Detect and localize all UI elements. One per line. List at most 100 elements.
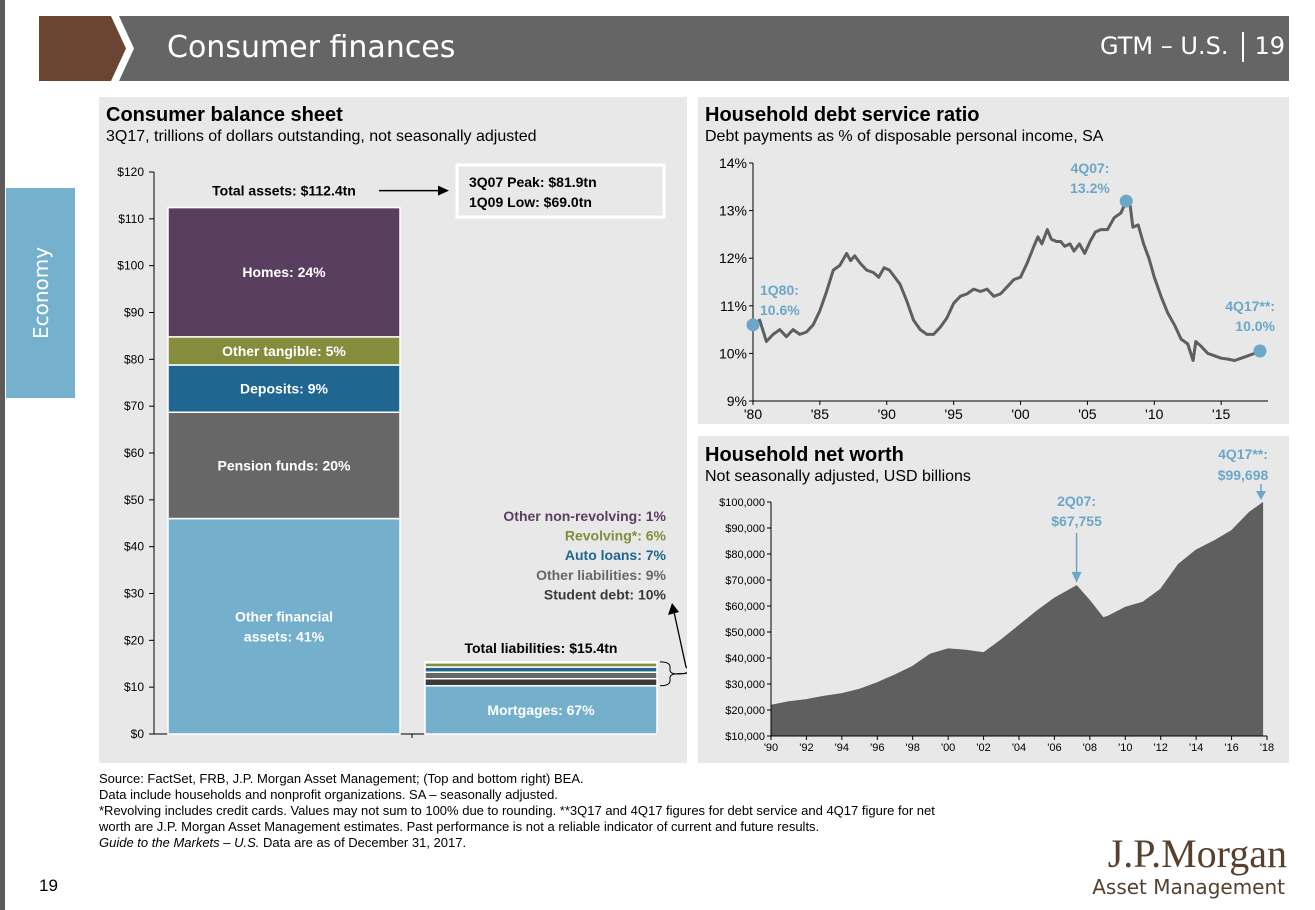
balance-sheet-chart: $0 $10 $20 $30 $40 $50 $60 $70 $80 $90 $100 $110 $12… xyxy=(117,163,687,741)
section-tab[interactable]: Economy xyxy=(6,188,75,398)
total-assets-arrowhead xyxy=(438,185,449,196)
header-page-number: 19 xyxy=(1254,32,1285,60)
y-tick-label: $0 xyxy=(131,727,145,741)
footnote-line: *Revolving includes credit cards. Values… xyxy=(99,803,935,818)
y-tick-label: 9% xyxy=(727,393,747,409)
y-tick-label: 13% xyxy=(719,203,747,219)
asset-segment-label: Homes: 24% xyxy=(242,264,326,280)
y-tick-label: $10,000 xyxy=(725,731,765,743)
annotation-peak: 2Q07: xyxy=(1057,493,1096,509)
asset-segment-label: Deposits: 9% xyxy=(240,381,328,397)
liability-bar-segment xyxy=(424,677,658,687)
header-separator xyxy=(1242,32,1245,62)
annotation-end: $99,698 xyxy=(1218,467,1269,483)
x-tick-label: '85 xyxy=(811,406,829,422)
x-tick-label: '95 xyxy=(945,406,963,422)
x-tick-label: '18 xyxy=(1260,742,1274,754)
annotation-end: 4Q17**: xyxy=(1225,298,1275,314)
annotation-end: 4Q17**: xyxy=(1218,446,1268,462)
header-right: GTM – U.S. 19 xyxy=(1100,32,1285,62)
x-tick-label: '05 xyxy=(1078,406,1096,422)
x-tick-label: '92 xyxy=(799,742,813,754)
liability-note: Other non-revolving: 1% xyxy=(503,508,666,524)
y-tick-label: $80 xyxy=(124,352,144,366)
y-tick-label: $110 xyxy=(118,212,144,226)
balance-sheet-title: Consumer balance sheet xyxy=(106,104,343,126)
liability-segment-label: Mortgages: 67% xyxy=(487,702,595,718)
net-worth-subtitle: Not seasonally adjusted, USD billions xyxy=(705,468,971,485)
data-marker xyxy=(746,318,760,332)
y-tick-label: $80,000 xyxy=(725,549,765,561)
asset-segment-label: Other financial xyxy=(235,608,333,624)
liabilities-arrowhead xyxy=(668,603,679,615)
annotation-peak: 13.2% xyxy=(1070,180,1110,196)
y-tick-label: $20,000 xyxy=(725,705,765,717)
low-label: 1Q09 Low: $69.0tn xyxy=(469,194,592,210)
x-tick-label: '16 xyxy=(1224,742,1238,754)
y-tick-label: 10% xyxy=(719,345,747,361)
net-worth-chart: $10,000 $20,000 $30,000 $40,000 $50,000 $60,0… xyxy=(719,446,1274,754)
y-tick-label: $50 xyxy=(124,493,144,507)
liabilities-brace xyxy=(659,661,678,687)
x-tick-label: '96 xyxy=(870,742,884,754)
liability-bar-segment xyxy=(424,671,658,680)
end-arrowhead xyxy=(1256,491,1266,500)
x-tick-label: '04 xyxy=(1012,742,1026,754)
data-as-of: Data are as of December 31, 2017. xyxy=(259,835,467,850)
liability-bar-segment xyxy=(424,661,658,664)
y-tick-label: $90 xyxy=(124,306,144,320)
y-tick-label: $70 xyxy=(124,399,144,413)
annotation-start: 10.6% xyxy=(760,302,800,318)
total-liabilities-label: Total liabilities: $15.4tn xyxy=(464,640,617,656)
total-assets-label: Total assets: $112.4tn xyxy=(212,183,356,199)
page-number: 19 xyxy=(39,876,58,895)
annotation-peak: 4Q07: xyxy=(1071,160,1110,176)
y-tick-label: $60,000 xyxy=(725,601,765,613)
x-tick-label: '90 xyxy=(878,406,896,422)
section-tab-label: Economy xyxy=(28,246,53,340)
annotation-end: 10.0% xyxy=(1235,318,1275,334)
x-tick-label: '12 xyxy=(1154,742,1168,754)
debt-service-title: Household debt service ratio xyxy=(705,104,980,126)
footnote-line: Data include households and nonprofit or… xyxy=(99,787,558,802)
x-tick-label: '98 xyxy=(906,742,920,754)
y-tick-label: $40 xyxy=(124,540,144,554)
asset-management-logo: Asset Management xyxy=(1092,875,1285,899)
x-tick-label: '90 xyxy=(764,742,778,754)
x-tick-label: '10 xyxy=(1145,406,1163,422)
y-tick-label: $70,000 xyxy=(725,575,765,587)
footnotes: Source: FactSet, FRB, J.P. Morgan Asset … xyxy=(99,771,1059,851)
liability-note: Student debt: 10% xyxy=(544,586,667,602)
net-worth-title: Household net worth xyxy=(705,444,904,466)
footnote-line: Source: FactSet, FRB, J.P. Morgan Asset … xyxy=(99,771,584,786)
liability-bar-segment xyxy=(424,685,658,735)
asset-bar-segment xyxy=(167,206,401,338)
liability-note: Auto loans: 7% xyxy=(565,547,667,563)
jpmorgan-logo: J.P.Morgan xyxy=(1107,831,1287,876)
annotation-peak: $67,755 xyxy=(1051,513,1102,529)
y-tick-label: $40,000 xyxy=(725,653,765,665)
x-tick-label: '94 xyxy=(835,742,849,754)
y-tick-label: $120 xyxy=(117,165,144,179)
y-tick-label: $60 xyxy=(124,446,144,460)
data-marker xyxy=(1253,344,1267,358)
left-edge-stripe xyxy=(0,0,5,910)
asset-segment-label: assets: 41% xyxy=(244,628,325,644)
debt-service-subtitle: Debt payments as % of disposable persona… xyxy=(705,128,1104,145)
x-tick-label: '15 xyxy=(1212,406,1230,422)
x-tick-label: '00 xyxy=(1011,406,1029,422)
peak-low-box xyxy=(455,163,666,219)
x-tick-label: '00 xyxy=(941,742,955,754)
x-tick-label: '08 xyxy=(1083,742,1097,754)
liabilities-curved-arrow xyxy=(673,611,687,675)
liability-note: Other liabilities: 9% xyxy=(536,567,666,583)
header-bar xyxy=(39,16,1289,81)
y-tick-label: $100,000 xyxy=(719,497,765,509)
page-title: Consumer finances xyxy=(167,30,456,65)
y-tick-label: $10 xyxy=(124,680,144,694)
x-tick-label: '80 xyxy=(744,406,762,422)
y-tick-label: $30,000 xyxy=(725,679,765,691)
y-tick-label: $20 xyxy=(124,633,144,647)
region-label: GTM – U.S. xyxy=(1100,32,1229,60)
peak-label: 3Q07 Peak: $81.9tn xyxy=(469,174,597,190)
